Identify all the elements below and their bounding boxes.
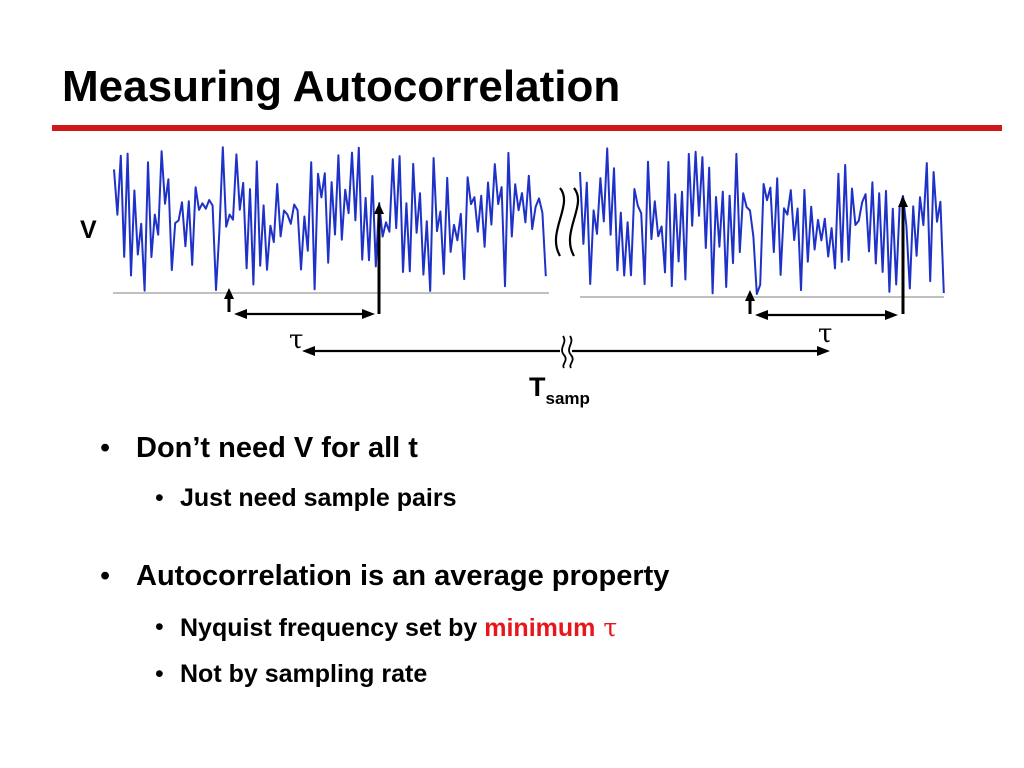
break-mark-arrow-1 <box>561 335 567 369</box>
sample-marker-short-left-head <box>224 288 234 299</box>
minimum-highlight: minimum <box>484 614 596 642</box>
bullet-item-2-sub-2: Not by sampling rate <box>180 660 428 688</box>
tau-label-right: τ <box>818 319 832 349</box>
bullet-marker: • <box>100 432 111 464</box>
break-mark-signal-1 <box>554 187 566 257</box>
bullet-marker: • <box>155 660 164 688</box>
nyquist-text: Nyquist frequency set by <box>180 614 485 642</box>
bullet-item-1: Don’t need V for all t <box>136 432 418 464</box>
signal-trace-left <box>113 146 547 292</box>
title-rule <box>52 125 1002 131</box>
tsamp-label-sub: samp <box>546 389 590 408</box>
tsamp-arrow-head-l <box>302 346 315 356</box>
break-mark-signal-2 <box>568 187 580 257</box>
tau-arrow-left-head-l <box>234 309 247 319</box>
tau-arrow-left-head-r <box>362 309 375 319</box>
sample-marker-short-right-head <box>745 290 755 301</box>
bullet-item-2: Autocorrelation is an average property <box>136 560 670 592</box>
bullet-item-2-sub-1: Nyquist frequency set by minimum τ <box>180 613 617 643</box>
break-mark-arrow-2 <box>568 335 574 369</box>
sample-marker-tall-left-head <box>374 203 384 214</box>
minimum-tau: τ <box>603 613 618 642</box>
tau-arrow-right-head-l <box>755 310 768 320</box>
tsamp-arrow-head-r <box>817 346 830 356</box>
tau-label-left: τ <box>289 325 303 355</box>
slide-title: Measuring Autocorrelation <box>62 62 621 111</box>
bullet-marker: • <box>100 560 111 592</box>
bullet-item-1-sub-1: Just need sample pairs <box>180 484 457 512</box>
autocorrelation-diagram: V τ τ Tsamp <box>80 146 945 408</box>
v-axis-label: V <box>80 216 97 244</box>
bullet-marker: • <box>155 613 164 641</box>
signal-trace-right <box>579 147 945 295</box>
bullet-marker: • <box>155 484 164 512</box>
tsamp-label-main: T <box>529 372 546 402</box>
tsamp-label: Tsamp <box>529 372 590 408</box>
tau-arrow-right-head-r <box>885 310 898 320</box>
sample-marker-tall-right-head <box>898 196 908 207</box>
